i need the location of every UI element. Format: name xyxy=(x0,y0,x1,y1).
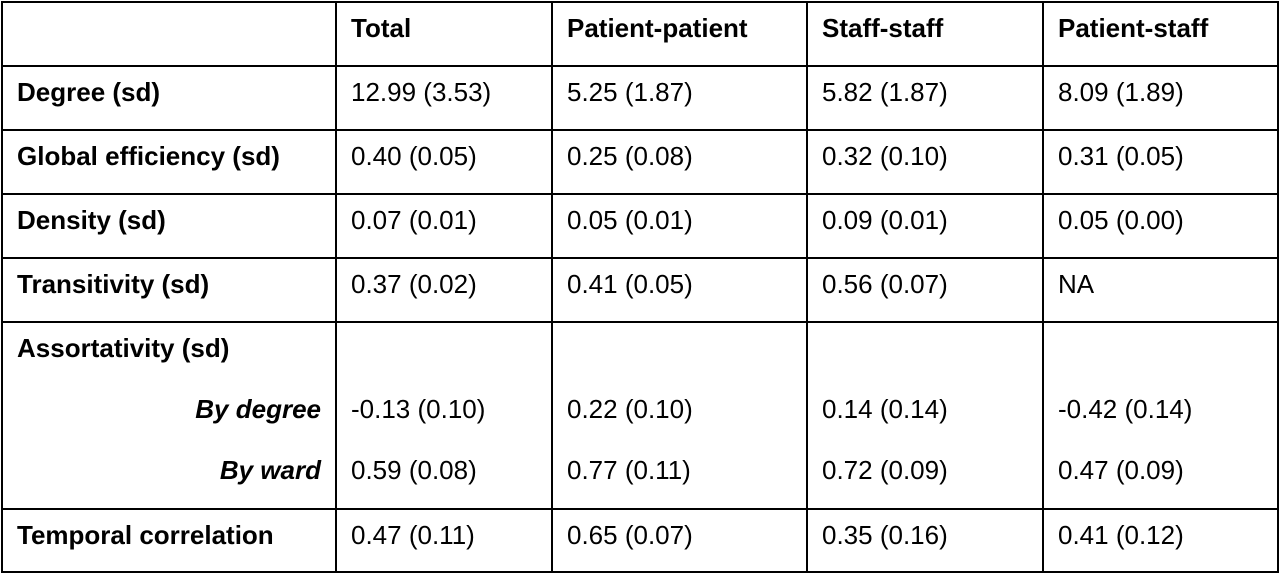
header-cell: Patient-staff xyxy=(1042,1,1279,67)
table-cell: 0.47 (0.09) xyxy=(1058,455,1184,485)
table-cell: 12.99 (3.53) xyxy=(335,65,553,131)
header-cell: Patient-patient xyxy=(551,1,808,67)
table-cell: 0.56 (0.07) xyxy=(806,257,1044,323)
table-cell: 0.25 (0.08) xyxy=(551,129,808,195)
table-cell: 0.77 (0.11) xyxy=(567,455,691,485)
table-cell: 0.14 (0.14) xyxy=(822,394,948,424)
row-label: Temporal correlation xyxy=(1,508,337,573)
assortativity-row: Assortativity (sd) By degree By ward -0.… xyxy=(1,321,1279,510)
table-cell-group: 0.22 (0.10) 0.77 (0.11) xyxy=(551,321,808,510)
table-cell: 0.65 (0.07) xyxy=(551,508,808,573)
table-cell: 0.37 (0.02) xyxy=(335,257,553,323)
table-cell: 0.41 (0.05) xyxy=(551,257,808,323)
table-cell-group: -0.42 (0.14) 0.47 (0.09) xyxy=(1042,321,1279,510)
sub-row-label: By degree xyxy=(195,394,321,424)
table-cell: 0.09 (0.01) xyxy=(806,193,1044,259)
sub-row-label: By ward xyxy=(219,455,321,485)
table-cell: 0.40 (0.05) xyxy=(335,129,553,195)
table-cell: -0.42 (0.14) xyxy=(1058,394,1193,424)
table-cell: 0.07 (0.01) xyxy=(335,193,553,259)
header-cell: Total xyxy=(335,1,553,67)
table-row: Global efficiency (sd) 0.40 (0.05) 0.25 … xyxy=(1,129,1279,195)
table-cell: 0.59 (0.08) xyxy=(351,455,477,485)
row-label-group: Assortativity (sd) By degree By ward xyxy=(1,321,337,510)
header-cell: Staff-staff xyxy=(806,1,1044,67)
row-label: Degree (sd) xyxy=(1,65,337,131)
table-cell: NA xyxy=(1042,257,1279,323)
header-cell-empty xyxy=(1,1,337,67)
table-row: Transitivity (sd) 0.37 (0.02) 0.41 (0.05… xyxy=(1,257,1279,323)
table-cell: 0.47 (0.11) xyxy=(335,508,553,573)
row-label: Assortativity (sd) xyxy=(17,333,230,363)
table-cell: 0.31 (0.05) xyxy=(1042,129,1279,195)
row-label: Global efficiency (sd) xyxy=(1,129,337,195)
table-cell: 5.82 (1.87) xyxy=(806,65,1044,131)
table-cell: 8.09 (1.89) xyxy=(1042,65,1279,131)
table-cell: 0.22 (0.10) xyxy=(567,394,693,424)
table-cell-group: 0.14 (0.14) 0.72 (0.09) xyxy=(806,321,1044,510)
table-row: Density (sd) 0.07 (0.01) 0.05 (0.01) 0.0… xyxy=(1,193,1279,259)
table-cell: 0.32 (0.10) xyxy=(806,129,1044,195)
table-cell: 0.05 (0.01) xyxy=(551,193,808,259)
row-label: Transitivity (sd) xyxy=(1,257,337,323)
table-cell: 0.05 (0.00) xyxy=(1042,193,1279,259)
table-cell-group: -0.13 (0.10) 0.59 (0.08) xyxy=(335,321,553,510)
row-label: Density (sd) xyxy=(1,193,337,259)
table-cell: -0.13 (0.10) xyxy=(351,394,486,424)
table-row: Degree (sd) 12.99 (3.53) 5.25 (1.87) 5.8… xyxy=(1,65,1279,131)
table-cell: 0.35 (0.16) xyxy=(806,508,1044,573)
table-cell: 5.25 (1.87) xyxy=(551,65,808,131)
table-cell: 0.41 (0.12) xyxy=(1042,508,1279,573)
header-row: Total Patient-patient Staff-staff Patien… xyxy=(1,1,1279,67)
table-row: Temporal correlation 0.47 (0.11) 0.65 (0… xyxy=(1,508,1279,573)
table-cell: 0.72 (0.09) xyxy=(822,455,948,485)
